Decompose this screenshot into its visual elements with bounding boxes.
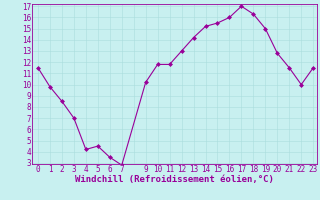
X-axis label: Windchill (Refroidissement éolien,°C): Windchill (Refroidissement éolien,°C): [75, 175, 274, 184]
